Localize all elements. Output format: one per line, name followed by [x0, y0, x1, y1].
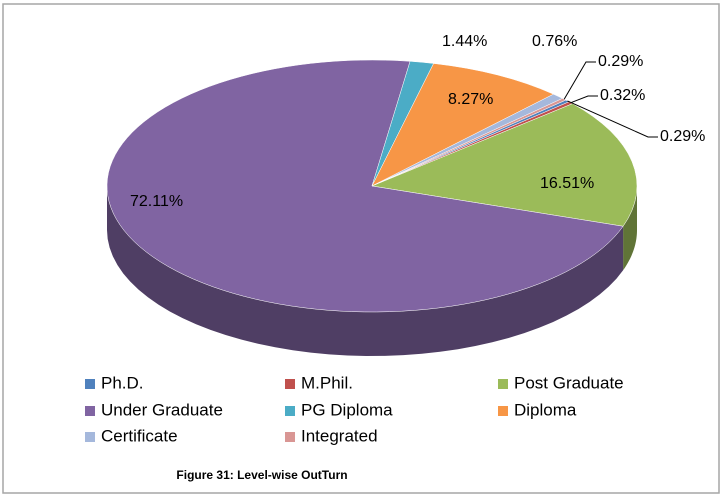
- legend-swatch: [285, 379, 295, 389]
- legend-swatch: [85, 406, 95, 416]
- legend-label: PG Diploma: [301, 400, 393, 419]
- data-label: 16.51%: [540, 175, 594, 192]
- legend-label: Integrated: [301, 426, 378, 445]
- legend-swatch: [85, 379, 95, 389]
- leader-line: [570, 95, 598, 104]
- slice-side: [107, 186, 624, 356]
- chart-caption: Figure 31: Level-wise OutTurn: [176, 468, 347, 482]
- legend-label: Ph.D.: [101, 373, 144, 392]
- leader-line: [567, 100, 658, 138]
- legend-swatch: [498, 379, 508, 389]
- leader-line: [563, 61, 596, 100]
- slice: [371, 103, 638, 227]
- data-label: 0.76%: [532, 33, 577, 50]
- legend-label: Diploma: [514, 400, 577, 419]
- data-label: 0.29%: [598, 53, 643, 70]
- legend-swatch: [85, 432, 95, 442]
- legend-label: Post Graduate: [514, 373, 624, 392]
- data-label: 72.11%: [130, 193, 183, 210]
- legend-swatch: [498, 406, 508, 416]
- data-label: 8.27%: [448, 91, 493, 108]
- legend-label: M.Phil.: [301, 373, 353, 392]
- slice: [106, 59, 624, 313]
- legend-label: Under Graduate: [101, 400, 223, 419]
- legend-swatch: [285, 406, 295, 416]
- legend-swatch: [285, 432, 295, 442]
- slice: [371, 63, 555, 187]
- data-label: 0.29%: [660, 128, 705, 145]
- data-label: 1.44%: [442, 33, 487, 50]
- data-label: 0.32%: [600, 87, 645, 104]
- legend-label: Certificate: [101, 426, 178, 445]
